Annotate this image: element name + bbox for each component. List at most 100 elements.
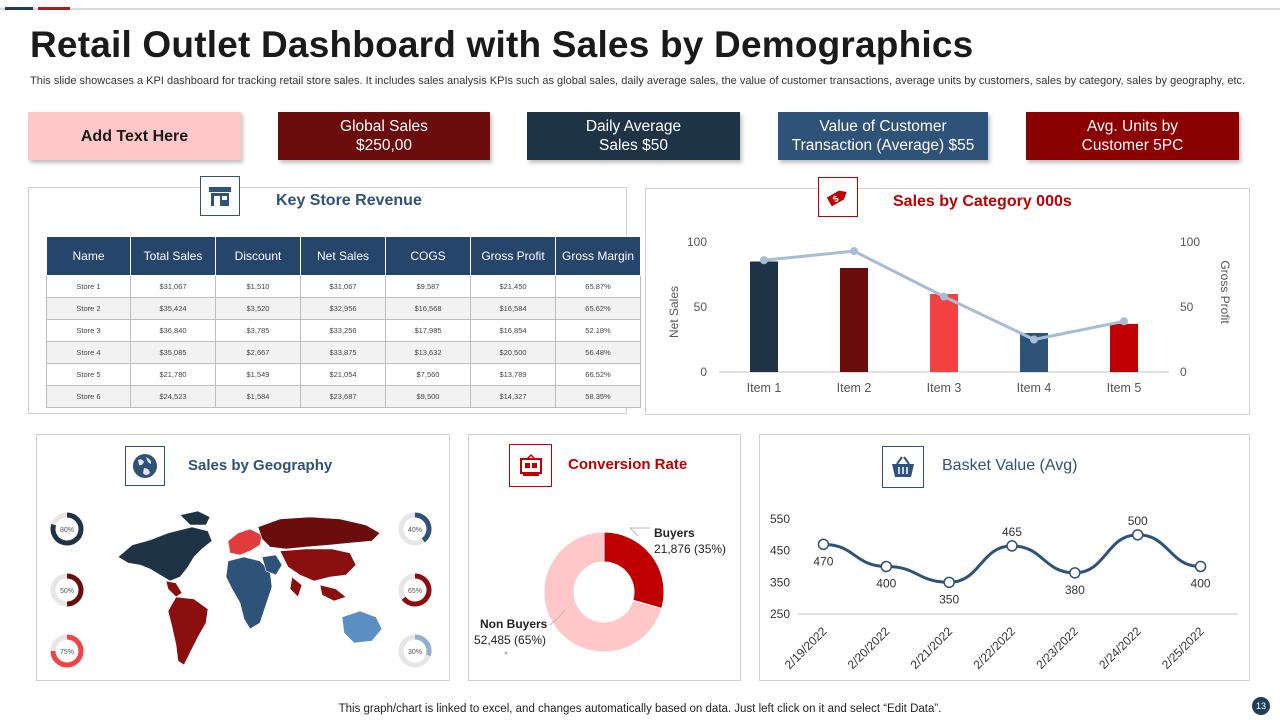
y2-tick-label: 50	[1180, 300, 1194, 314]
line-point	[880, 560, 893, 573]
y-tick-label: 0	[700, 365, 707, 379]
column-header: Net Sales	[300, 236, 386, 276]
table-cell: Store 4	[46, 341, 131, 364]
table-cell: $20,500	[470, 341, 556, 364]
table-cell: $24,523	[130, 385, 216, 408]
basket-value-panel	[759, 434, 1250, 681]
gross-profit-axis-title: Gross Profit	[1218, 260, 1232, 324]
line-point	[1006, 540, 1018, 552]
kpi-global-sales[interactable]: Global Sales $250,00	[278, 112, 490, 160]
revenue-table-header: Name Total Sales Discount Net Sales COGS Gros…	[46, 236, 641, 276]
page-number: 13	[1252, 697, 1270, 715]
line-point	[817, 538, 830, 551]
table-cell: $21,054	[300, 363, 386, 386]
donut-arc	[50, 512, 84, 546]
y-tick-label: 450	[770, 544, 790, 558]
table-row: Store 3 $36,840 $3,785 $33,256 $17,985 $16,85…	[46, 319, 641, 342]
table-cell: $1,510	[215, 275, 301, 298]
buyers-value: 21,876 (35%)	[654, 542, 726, 556]
non-buyers-value: 52,485 (65%)	[474, 633, 546, 647]
y2-tick-label: 100	[1180, 235, 1200, 249]
kpi-avg-units[interactable]: Avg. Units by Customer 5PC	[1026, 112, 1239, 160]
data-label: 400	[1191, 577, 1211, 591]
top-accent-navy	[5, 7, 33, 10]
basket-value-chart: 250 350 450 550 2/19/2022 2/20/2022 2/21/2022 2…	[770, 512, 1238, 672]
donut-arc	[66, 573, 84, 607]
store-sign-icon	[509, 444, 552, 487]
donut-label: 40%	[408, 527, 422, 534]
table-cell: 52.18%	[555, 319, 641, 342]
table-cell: $1,584	[215, 385, 301, 408]
data-label: 470	[813, 554, 833, 568]
line-point	[1194, 560, 1207, 573]
donut-arc	[414, 512, 432, 543]
table-cell: $32,956	[300, 297, 386, 320]
table-row: Store 4 $35,085 $2,667 $33,875 $13,632 $20,50…	[46, 341, 641, 364]
table-cell: $14,327	[470, 385, 556, 408]
x-tick-label: Item 1	[747, 381, 782, 395]
basket-icon	[882, 446, 924, 488]
y-tick-label: 350	[770, 575, 790, 589]
table-cell: 65.62%	[555, 297, 641, 320]
add-text-box[interactable]: Add Text Here	[28, 112, 241, 160]
table-cell: Store 3	[46, 319, 131, 342]
donut-label: 65%	[408, 588, 422, 595]
data-label: 465	[1002, 525, 1022, 539]
conversion-rate-title: Conversion Rate	[568, 456, 688, 473]
y-tick-label: 250	[770, 607, 790, 621]
line-point	[760, 256, 768, 265]
x-tick-label: 2/20/2022	[845, 624, 893, 672]
pie-slice	[543, 531, 663, 653]
svg-text:$: $	[831, 193, 840, 204]
table-cell: $31,067	[300, 275, 386, 298]
table-cell: $33,256	[300, 319, 386, 342]
globe-icon	[125, 446, 165, 486]
net-sales-axis-title: Net Sales	[667, 286, 681, 338]
table-row: Store 2 $35,424 $3,520 $32,956 $16,568 $16,58…	[46, 297, 641, 320]
conversion-rate-chart: Buyers 21,876 (35%) Non Buyers 52,485 (6…	[474, 526, 726, 655]
table-cell: $3,785	[215, 319, 301, 342]
sales-by-category-chart: 0 0 50 50 100 100 Item 1 Item 2 Item 3 Item 4 Item…	[667, 235, 1232, 395]
revenue-table: Name Total Sales Discount Net Sales COGS Gros…	[46, 236, 641, 408]
table-cell: $1,549	[215, 363, 301, 386]
y-tick-label: 550	[770, 512, 790, 526]
line-point	[1131, 529, 1144, 541]
kpi-customer-transaction-label: Value of Customer Transaction (Average) …	[791, 118, 975, 154]
x-tick-label: 2/23/2022	[1033, 624, 1081, 672]
line-point	[1030, 335, 1038, 344]
line-point	[943, 576, 955, 589]
table-cell: $13,632	[385, 341, 471, 364]
table-cell: $7,560	[385, 363, 471, 386]
table-cell: $35,085	[130, 341, 216, 364]
geo-donuts-right: 40% 65% 30%	[398, 512, 432, 668]
bar	[750, 261, 778, 372]
kpi-daily-average[interactable]: Daily Average Sales $50	[527, 112, 740, 160]
sales-by-category-title: Sales by Category 000s	[893, 193, 1072, 210]
footer-note: This graph/chart is linked to excel, and…	[338, 703, 942, 715]
table-cell: $21,450	[470, 275, 556, 298]
page-title: Retail Outlet Dashboard with Sales by De…	[30, 24, 974, 65]
price-tag-icon: $	[818, 177, 858, 217]
sales-by-geography-title: Sales by Geography	[188, 457, 333, 474]
x-tick-label: 2/21/2022	[908, 624, 956, 672]
table-cell: 66.52%	[555, 363, 641, 386]
y-tick-label: 100	[687, 235, 707, 249]
world-map	[117, 510, 383, 666]
x-tick-label: Item 5	[1107, 381, 1142, 395]
table-cell: $23,687	[300, 385, 386, 408]
column-header: Gross Margin	[555, 236, 641, 276]
kpi-customer-transaction[interactable]: Value of Customer Transaction (Average) …	[778, 112, 988, 160]
bar	[930, 294, 958, 372]
non-buyers-label: Non Buyers	[480, 617, 548, 631]
line-point	[1120, 317, 1128, 326]
donut-arc	[401, 573, 432, 607]
table-row: Store 1 $31,067 $1,510 $31,067 $9,587 $21,450…	[46, 275, 641, 298]
y-tick-label: 50	[694, 300, 708, 314]
donut-label: 50%	[60, 588, 74, 595]
donut-label: 75%	[60, 649, 74, 656]
line-point	[1069, 567, 1081, 579]
table-cell: Store 5	[46, 363, 131, 386]
top-accent-red	[38, 7, 70, 10]
table-cell: $31,067	[130, 275, 216, 298]
bar	[840, 268, 868, 372]
